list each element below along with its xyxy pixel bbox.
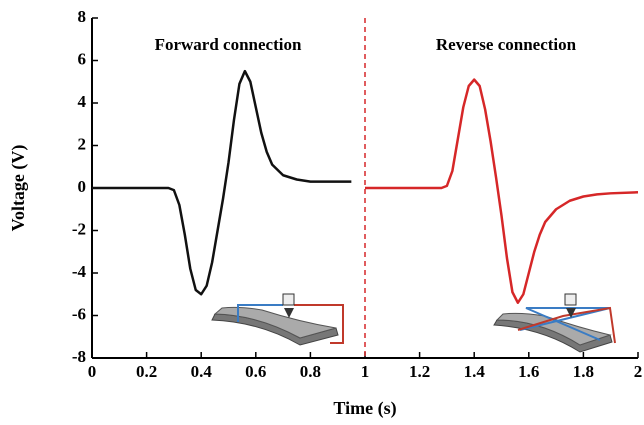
annotation: Forward connection	[155, 35, 302, 54]
x-tick-label: 1.6	[518, 362, 539, 381]
y-tick-label: -2	[72, 219, 86, 238]
device-illustration	[493, 293, 616, 353]
annotation: Reverse connection	[436, 35, 577, 54]
device-illustration	[211, 293, 344, 346]
y-tick-label: 8	[78, 7, 87, 26]
x-tick-label: 0.6	[245, 362, 266, 381]
x-tick-label: 1.2	[409, 362, 430, 381]
x-tick-label: 0.2	[136, 362, 157, 381]
x-tick-label: 1	[361, 362, 370, 381]
y-tick-label: 0	[78, 177, 87, 196]
series-line	[92, 69, 352, 296]
x-tick-label: 2	[634, 362, 643, 381]
x-axis-label: Time (s)	[333, 398, 396, 419]
y-tick-label: 2	[78, 134, 87, 153]
y-tick-label: 4	[78, 92, 87, 111]
y-tick-label: -6	[72, 304, 86, 323]
x-tick-label: 0.4	[191, 362, 213, 381]
x-tick-label: 1.8	[573, 362, 594, 381]
x-tick-label: 0.8	[300, 362, 321, 381]
x-tick-label: 1.4	[464, 362, 486, 381]
y-tick-label: 6	[78, 49, 87, 68]
y-tick-label: -8	[72, 347, 86, 366]
y-axis-label: Voltage (V)	[8, 145, 29, 232]
x-tick-label: 0	[88, 362, 97, 381]
y-tick-label: -4	[72, 262, 87, 281]
series-line	[365, 78, 639, 304]
